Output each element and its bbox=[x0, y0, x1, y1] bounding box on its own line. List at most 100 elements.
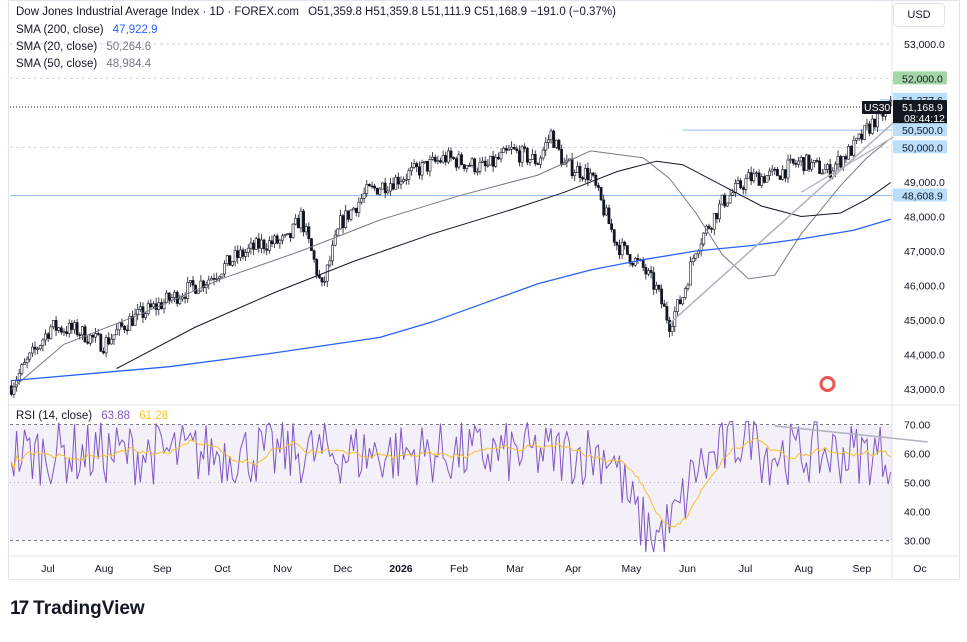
candle-body[interactable] bbox=[94, 333, 97, 338]
candle-body[interactable] bbox=[612, 229, 616, 243]
candle-body[interactable] bbox=[41, 339, 45, 346]
candle-body[interactable] bbox=[165, 292, 169, 303]
candle-body[interactable] bbox=[294, 218, 298, 225]
candle-body[interactable] bbox=[533, 154, 537, 164]
candle-body[interactable] bbox=[694, 253, 698, 259]
candle-body[interactable] bbox=[452, 157, 456, 159]
candle-body[interactable] bbox=[573, 172, 577, 177]
candle-body[interactable] bbox=[728, 194, 732, 204]
candle-body[interactable] bbox=[431, 156, 434, 160]
candle-body[interactable] bbox=[352, 207, 355, 211]
candle-body[interactable] bbox=[362, 193, 366, 199]
candle-body[interactable] bbox=[394, 176, 398, 190]
candle-body[interactable] bbox=[270, 240, 274, 245]
candle-body[interactable] bbox=[586, 168, 590, 181]
candle-body[interactable] bbox=[62, 331, 66, 333]
candle-body[interactable] bbox=[486, 164, 490, 167]
candle-body[interactable] bbox=[805, 154, 808, 171]
candle-body[interactable] bbox=[828, 164, 832, 178]
candle-body[interactable] bbox=[302, 210, 305, 233]
candle-body[interactable] bbox=[554, 139, 558, 148]
candle-body[interactable] bbox=[283, 234, 287, 237]
candle-body[interactable] bbox=[794, 163, 798, 165]
candle-body[interactable] bbox=[36, 348, 40, 351]
candle-body[interactable] bbox=[770, 168, 774, 172]
candle-body[interactable] bbox=[544, 142, 548, 151]
candle-body[interactable] bbox=[141, 306, 145, 318]
candle-body[interactable] bbox=[518, 150, 521, 163]
indicator-legend-sma50[interactable]: SMA (50, close) 48,984.4 bbox=[16, 58, 151, 70]
candle-body[interactable] bbox=[470, 158, 474, 166]
candle-body[interactable] bbox=[865, 123, 869, 127]
candle-body[interactable] bbox=[752, 173, 756, 182]
candle-body[interactable] bbox=[462, 164, 466, 169]
candle-body[interactable] bbox=[412, 163, 416, 168]
trendline-lower[interactable] bbox=[668, 98, 921, 325]
candle-body[interactable] bbox=[146, 303, 150, 314]
candle-body[interactable] bbox=[59, 327, 63, 333]
candle-body[interactable] bbox=[668, 319, 671, 332]
candle-body[interactable] bbox=[9, 385, 13, 395]
candle-body[interactable] bbox=[162, 301, 166, 310]
candle-body[interactable] bbox=[439, 160, 442, 163]
candle-body[interactable] bbox=[597, 185, 600, 188]
candle-body[interactable] bbox=[647, 270, 650, 275]
candle-body[interactable] bbox=[112, 334, 116, 340]
candle-body[interactable] bbox=[178, 298, 182, 304]
candle-body[interactable] bbox=[202, 280, 205, 289]
candle-body[interactable] bbox=[186, 282, 190, 299]
candle-body[interactable] bbox=[862, 125, 866, 140]
candle-body[interactable] bbox=[46, 333, 50, 339]
candle-body[interactable] bbox=[86, 341, 90, 344]
candle-body[interactable] bbox=[75, 322, 79, 336]
candle-body[interactable] bbox=[278, 239, 282, 244]
candle-body[interactable] bbox=[512, 147, 516, 150]
candle-body[interactable] bbox=[502, 147, 506, 153]
candle-body[interactable] bbox=[212, 278, 216, 280]
candle-body[interactable] bbox=[260, 239, 263, 249]
candle-body[interactable] bbox=[125, 329, 129, 332]
candle-body[interactable] bbox=[710, 228, 714, 230]
candle-body[interactable] bbox=[507, 148, 511, 151]
candle-body[interactable] bbox=[852, 139, 856, 156]
candle-body[interactable] bbox=[254, 238, 258, 250]
candle-body[interactable] bbox=[428, 159, 432, 172]
candle-body[interactable] bbox=[523, 146, 527, 149]
candle-body[interactable] bbox=[81, 326, 84, 336]
candle-body[interactable] bbox=[281, 235, 284, 241]
candle-body[interactable] bbox=[196, 290, 200, 294]
candle-body[interactable] bbox=[138, 306, 142, 310]
candle-body[interactable] bbox=[723, 194, 727, 207]
candle-body[interactable] bbox=[768, 170, 771, 176]
candle-body[interactable] bbox=[299, 210, 303, 229]
candle-body[interactable] bbox=[267, 240, 271, 251]
candle-body[interactable] bbox=[231, 261, 234, 266]
candle-body[interactable] bbox=[583, 168, 587, 180]
candle-body[interactable] bbox=[257, 238, 261, 249]
candle-body[interactable] bbox=[312, 250, 316, 260]
candle-body[interactable] bbox=[244, 252, 248, 257]
candle-body[interactable] bbox=[654, 285, 658, 290]
candle-body[interactable] bbox=[133, 313, 137, 326]
candle-body[interactable] bbox=[857, 133, 861, 139]
candle-body[interactable] bbox=[54, 320, 58, 331]
candle-body[interactable] bbox=[741, 187, 745, 190]
candle-body[interactable] bbox=[149, 303, 153, 308]
candle-body[interactable] bbox=[167, 292, 171, 301]
candle-body[interactable] bbox=[802, 157, 806, 171]
candle-body[interactable] bbox=[557, 139, 561, 150]
candle-body[interactable] bbox=[560, 149, 563, 165]
candle-body[interactable] bbox=[52, 320, 55, 328]
candle-body[interactable] bbox=[839, 156, 843, 168]
candle-body[interactable] bbox=[607, 207, 611, 225]
candle-body[interactable] bbox=[833, 163, 837, 172]
candle-body[interactable] bbox=[102, 351, 105, 354]
candle-body[interactable] bbox=[191, 280, 195, 286]
candle-body[interactable] bbox=[762, 176, 766, 183]
candle-body[interactable] bbox=[44, 333, 47, 341]
candle-body[interactable] bbox=[446, 150, 450, 163]
candle-body[interactable] bbox=[33, 346, 37, 350]
candle-body[interactable] bbox=[17, 372, 21, 382]
candle-body[interactable] bbox=[823, 169, 827, 174]
